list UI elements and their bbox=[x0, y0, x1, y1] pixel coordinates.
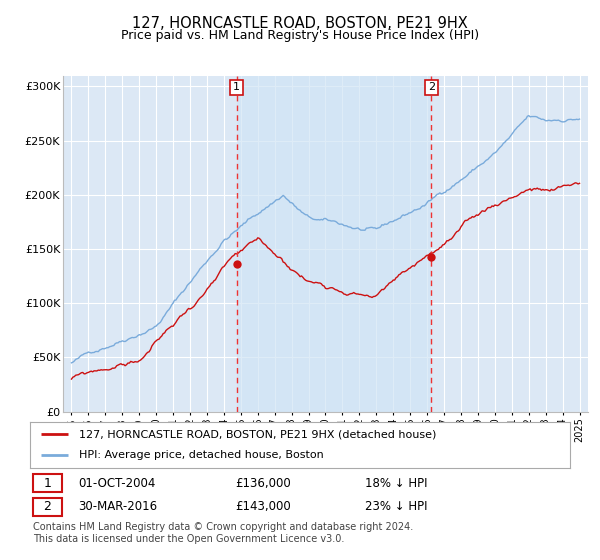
Bar bbox=[236, 76, 431, 412]
Text: 23% ↓ HPI: 23% ↓ HPI bbox=[365, 501, 427, 514]
Text: 30-MAR-2016: 30-MAR-2016 bbox=[79, 501, 158, 514]
Text: Contains HM Land Registry data © Crown copyright and database right 2024.
This d: Contains HM Land Registry data © Crown c… bbox=[33, 522, 413, 544]
Text: 127, HORNCASTLE ROAD, BOSTON, PE21 9HX (detached house): 127, HORNCASTLE ROAD, BOSTON, PE21 9HX (… bbox=[79, 429, 436, 439]
Text: 127, HORNCASTLE ROAD, BOSTON, PE21 9HX: 127, HORNCASTLE ROAD, BOSTON, PE21 9HX bbox=[132, 16, 468, 31]
FancyBboxPatch shape bbox=[33, 474, 62, 492]
Text: £136,000: £136,000 bbox=[235, 477, 291, 489]
FancyBboxPatch shape bbox=[33, 498, 62, 516]
Text: HPI: Average price, detached house, Boston: HPI: Average price, detached house, Bost… bbox=[79, 450, 323, 460]
Text: Price paid vs. HM Land Registry's House Price Index (HPI): Price paid vs. HM Land Registry's House … bbox=[121, 29, 479, 42]
Text: 18% ↓ HPI: 18% ↓ HPI bbox=[365, 477, 427, 489]
Text: 2: 2 bbox=[428, 82, 435, 92]
Text: 01-OCT-2004: 01-OCT-2004 bbox=[79, 477, 156, 489]
Text: £143,000: £143,000 bbox=[235, 501, 291, 514]
Text: 1: 1 bbox=[44, 477, 52, 489]
Text: 2: 2 bbox=[44, 501, 52, 514]
Text: 1: 1 bbox=[233, 82, 240, 92]
